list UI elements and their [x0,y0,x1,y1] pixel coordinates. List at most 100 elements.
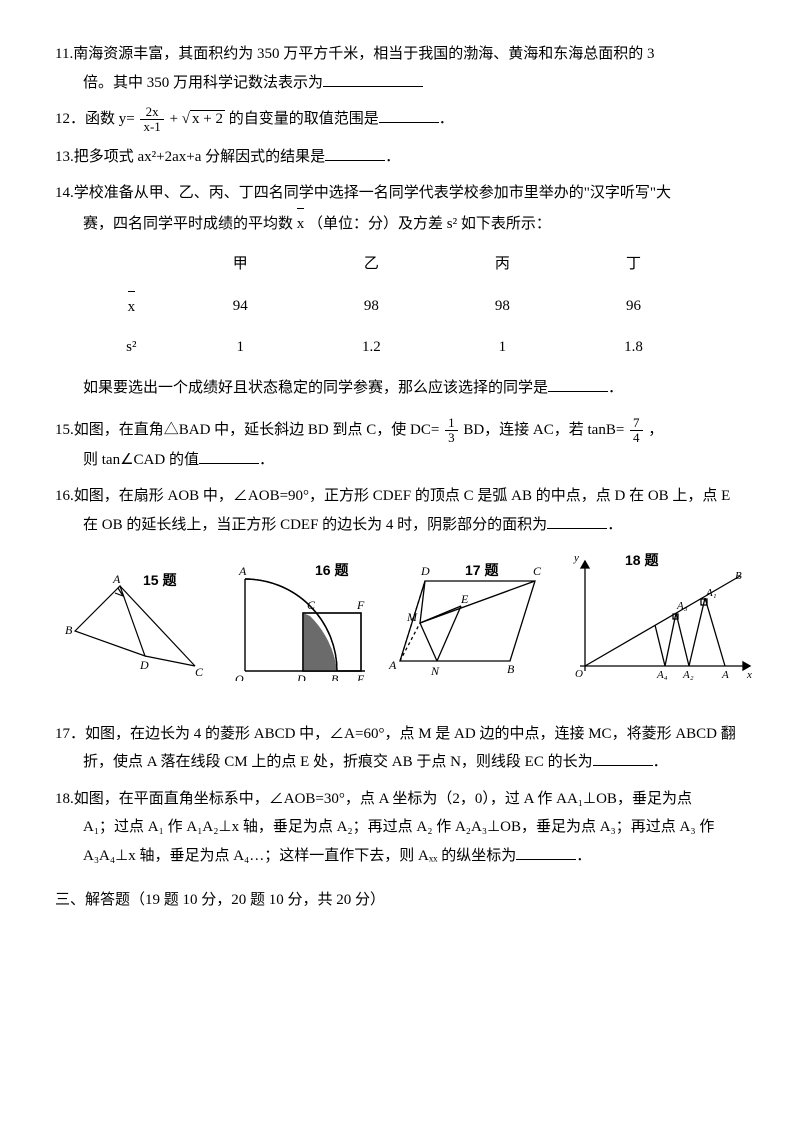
svg-text:E: E [356,672,365,681]
q15-blank [199,448,259,464]
question-13: 13.把多项式 ax²+2ax+a 分解因式的结果是． [55,143,745,172]
q11-line2: 倍。其中 350 万用科学记数法表示为 [83,75,323,91]
q17-line1: 17．如图，在边长为 4 的菱形 ABCD 中，∠A=60°，点 M 是 AD … [55,720,745,749]
svg-text:C: C [195,665,204,679]
section-3-heading: 三、解答题（19 题 10 分，20 题 10 分，共 20 分） [55,886,745,915]
svg-text:B: B [507,662,515,676]
q18-line1: 18.如图，在平面直角坐标系中，∠AOB=30°，点 A 坐标为（2，0），过 … [55,785,745,814]
q12-post: 的自变量的取值范围是 [229,111,379,127]
svg-text:A: A [238,564,247,578]
svg-text:A: A [388,658,397,672]
q18-blank [516,844,576,860]
q12-mid: + [170,111,178,127]
cell: 1.2 [301,327,442,368]
svg-text:E: E [460,592,469,606]
q11-line1: 11.南海资源丰富，其面积约为 350 万平方千米，相当于我国的渤海、黄海和东海… [55,40,745,69]
svg-text:B: B [65,623,73,637]
fig18-label: 18 题 [625,547,658,574]
cell: 1 [180,327,301,368]
q14-blank [548,376,608,392]
fig15-label: 15 题 [143,567,176,594]
svg-text:A: A [112,572,121,586]
svg-text:A: A [721,669,729,681]
svg-text:A₂: A₂ [682,669,694,681]
svg-text:C: C [533,564,542,578]
svg-text:A₃: A₃ [676,600,688,612]
svg-text:C: C [307,598,316,612]
q11-blank [323,71,423,87]
svg-text:A₄: A₄ [656,669,668,681]
cell: 96 [563,285,704,328]
svg-text:O: O [575,668,583,680]
cell: 94 [180,285,301,328]
svg-text:B: B [331,672,339,681]
cell: 1 [442,327,563,368]
xbar-symbol: x [297,208,305,239]
table-row: s² 1 1.2 1 1.8 [83,327,704,368]
q12-fraction: 2x x-1 [140,105,163,135]
cell: 1.8 [563,327,704,368]
figure-16: 16 题 A C F O D [225,561,375,692]
cell: 丁 [563,244,704,285]
q12-pre: 12．函数 y= [55,111,135,127]
figure-15: 15 题 A B D C [65,571,215,692]
cell: x [83,285,180,328]
q16-blank [547,513,607,529]
svg-text:O: O [235,672,244,681]
q14-tail: 如果要选出一个成绩好且状态稳定的同学参赛，那么应该选择的同学是 [83,380,548,396]
q16-line2: 在 OB 的延长线上，当正方形 CDEF 的边长为 4 时，阴影部分的面积为 [83,517,547,533]
q12-sqrt: x + 2 [182,105,225,134]
cell: 98 [442,285,563,328]
cell: 98 [301,285,442,328]
svg-text:N: N [430,664,440,678]
fig16-label: 16 题 [315,557,348,584]
fig15-svg: A B D C [65,571,215,681]
q17-line2: 折，使点 A 落在线段 CM 上的点 E 处，折痕交 AB 于点 N，则线段 E… [83,754,593,770]
cell: 丙 [442,244,563,285]
q18-line3: A₃A₄⊥x 轴，垂足为点 A₄…；这样一直作下去，则 Aₓₓ 的纵坐标为 [83,848,516,864]
q15-frac1: 13 [445,416,458,446]
q13-blank [325,145,385,161]
svg-text:A₁: A₁ [705,587,717,599]
figure-18: 18 题 y x [565,551,755,692]
cell: s² [83,327,180,368]
q15-mid: BD，连接 AC，若 tanB= [463,422,624,438]
svg-text:F: F [356,598,365,612]
q14-line2: 赛，四名同学平时成绩的平均数 [83,216,293,232]
q14-line1: 14.学校准备从甲、乙、丙、丁四名同学中选择一名同学代表学校参加市里举办的"汉字… [55,179,745,208]
question-16: 16.如图，在扇形 AOB 中，∠AOB=90°，正方形 CDEF 的顶点 C … [55,482,745,539]
q15-comma: ， [648,422,663,438]
question-14: 14.学校准备从甲、乙、丙、丁四名同学中选择一名同学代表学校参加市里举办的"汉字… [55,179,745,402]
fig17-label: 17 题 [465,557,498,584]
svg-text:D: D [420,564,430,578]
question-12: 12．函数 y= 2x x-1 + x + 2 的自变量的取值范围是． [55,105,745,135]
question-17: 17．如图，在边长为 4 的菱形 ABCD 中，∠A=60°，点 M 是 AD … [55,720,745,777]
q17-blank [593,750,653,766]
fig16-svg: A C F O D B E [225,561,375,681]
question-11: 11.南海资源丰富，其面积约为 350 万平方千米，相当于我国的渤海、黄海和东海… [55,40,745,97]
cell: 甲 [180,244,301,285]
q15-frac2: 74 [630,416,643,446]
q15-tail: 则 tan∠CAD 的值 [83,452,199,468]
svg-text:y: y [573,552,579,564]
svg-text:D: D [296,672,306,681]
fig18-svg: y x O B A A₁ A₂ A₃ A₄ [565,551,755,681]
question-18: 18.如图，在平面直角坐标系中，∠AOB=30°，点 A 坐标为（2，0），过 … [55,785,745,871]
table-row: x 94 98 98 96 [83,285,704,328]
cell [83,244,180,285]
table-row: 甲 乙 丙 丁 [83,244,704,285]
figure-17: 17 题 D C A B M E [385,561,555,692]
q13-text: 13.把多项式 ax²+2ax+a 分解因式的结果是 [55,149,325,165]
q14-line2b: （单位：分）及方差 s² 如下表所示： [308,216,551,232]
question-15: 15.如图，在直角△BAD 中，延长斜边 BD 到点 C，使 DC= 13 BD… [55,416,745,474]
cell: 乙 [301,244,442,285]
svg-text:x: x [746,669,752,681]
q18-line2: A₁；过点 A₁ 作 A₁A₂⊥x 轴，垂足为点 A₂；再过点 A₂ 作 A₂A… [55,813,745,842]
svg-text:M: M [406,610,418,624]
svg-text:D: D [139,658,149,672]
q12-blank [379,107,439,123]
q16-line1: 16.如图，在扇形 AOB 中，∠AOB=90°，正方形 CDEF 的顶点 C … [55,482,745,511]
q14-table: 甲 乙 丙 丁 x 94 98 98 96 s² 1 1.2 1 1.8 [83,244,704,368]
svg-text:B: B [735,570,742,582]
q15-pre: 15.如图，在直角△BAD 中，延长斜边 BD 到点 C，使 DC= [55,422,439,438]
